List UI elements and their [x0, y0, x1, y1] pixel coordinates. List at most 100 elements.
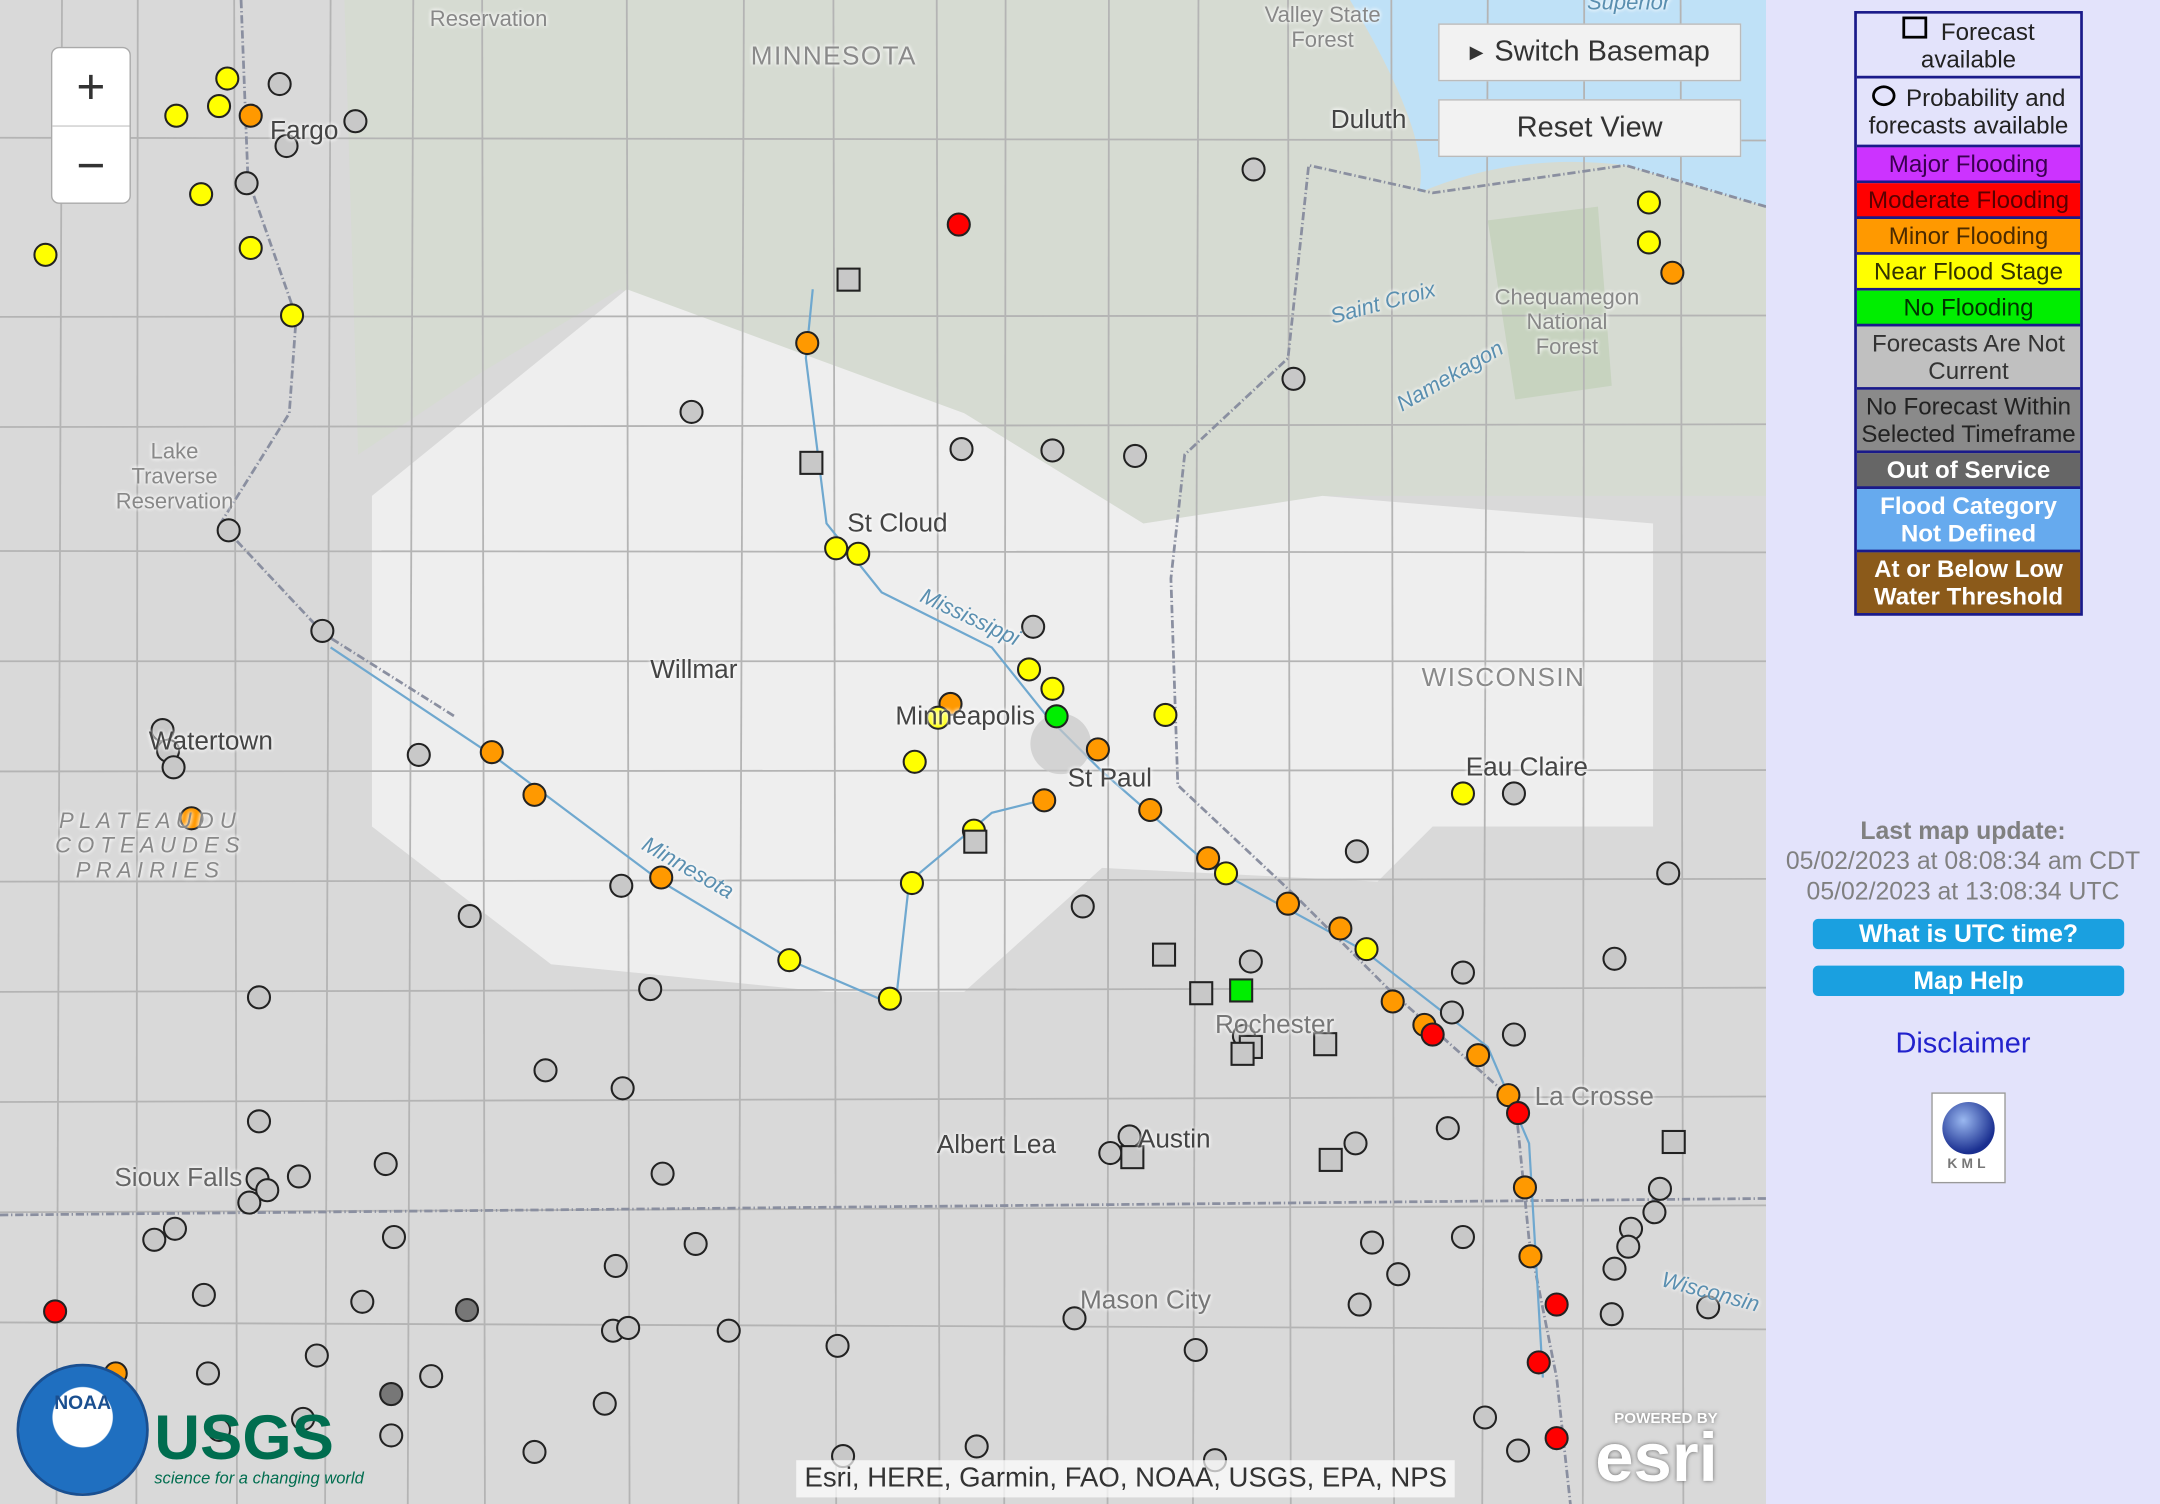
- gauge-marker-near-flood-stage[interactable]: [33, 242, 58, 267]
- gauge-marker-forecast-not-current[interactable]: [1151, 942, 1177, 967]
- gauge-marker-near-flood-stage[interactable]: [1040, 676, 1065, 701]
- gauge-marker-forecast-not-current[interactable]: [1343, 1131, 1368, 1156]
- gauge-marker-minor-flooding[interactable]: [1518, 1244, 1543, 1269]
- gauge-marker-minor-flooding[interactable]: [1138, 797, 1163, 823]
- gauge-marker-minor-flooding[interactable]: [1660, 260, 1685, 285]
- gauge-marker-forecast-not-current[interactable]: [237, 1190, 262, 1215]
- gauge-marker-forecast-not-current[interactable]: [286, 1164, 311, 1189]
- gauge-marker-forecast-not-current[interactable]: [1450, 960, 1476, 985]
- gauge-marker-no-forecast[interactable]: [379, 1382, 404, 1407]
- gauge-marker-forecast-not-current[interactable]: [1472, 1405, 1498, 1430]
- gauge-marker-forecast-not-current[interactable]: [533, 1058, 558, 1083]
- gauge-marker-near-flood-stage[interactable]: [1153, 702, 1178, 728]
- gauge-marker-no-flooding[interactable]: [1229, 978, 1254, 1003]
- gauge-marker-near-flood-stage[interactable]: [902, 749, 927, 774]
- gauge-marker-forecast-not-current[interactable]: [195, 1361, 221, 1386]
- gauge-marker-forecast-not-current[interactable]: [638, 977, 663, 1002]
- gauge-marker-no-forecast[interactable]: [454, 1297, 480, 1323]
- gauge-marker-forecast-not-current[interactable]: [836, 267, 861, 292]
- gauge-marker-near-flood-stage[interactable]: [238, 235, 263, 261]
- gauge-marker-forecast-not-current[interactable]: [650, 1161, 675, 1186]
- gauge-marker-minor-flooding[interactable]: [1380, 989, 1405, 1014]
- gauge-marker-minor-flooding[interactable]: [649, 865, 674, 890]
- map-canvas[interactable]: + − ▶ Switch Basemap Reset View MINNESOTA…: [0, 0, 1767, 1504]
- gauge-marker-forecast-not-current[interactable]: [1501, 781, 1526, 806]
- gauge-marker-forecast-not-current[interactable]: [1062, 1306, 1087, 1331]
- gauge-marker-forecast-not-current[interactable]: [964, 1434, 989, 1459]
- gauge-marker-forecast-not-current[interactable]: [683, 1231, 708, 1256]
- gauge-marker-forecast-not-current[interactable]: [291, 1406, 316, 1431]
- gauge-marker-forecast-not-current[interactable]: [1230, 1041, 1255, 1066]
- gauge-marker-forecast-not-current[interactable]: [162, 1216, 188, 1241]
- gauge-marker-minor-flooding[interactable]: [238, 103, 263, 128]
- gauge-marker-forecast-not-current[interactable]: [1318, 1147, 1343, 1172]
- gauge-marker-forecast-not-current[interactable]: [1347, 1292, 1372, 1317]
- gauge-marker-minor-flooding[interactable]: [479, 740, 504, 765]
- gauge-marker-forecast-not-current[interactable]: [206, 1417, 232, 1442]
- gauge-marker-forecast-not-current[interactable]: [1602, 1256, 1627, 1281]
- gauge-marker-forecast-not-current[interactable]: [191, 1282, 216, 1307]
- gauge-marker-minor-flooding[interactable]: [1328, 916, 1353, 941]
- gauge-marker-no-flooding[interactable]: [1044, 704, 1069, 729]
- gauge-marker-minor-flooding[interactable]: [1512, 1175, 1538, 1200]
- gauge-marker-minor-flooding[interactable]: [1275, 891, 1301, 916]
- gauge-marker-minor-flooding[interactable]: [795, 330, 820, 356]
- gauge-marker-forecast-not-current[interactable]: [825, 1333, 850, 1358]
- gauge-marker-minor-flooding[interactable]: [1466, 1043, 1491, 1068]
- utc-time-button[interactable]: What is UTC time?: [1812, 918, 2125, 950]
- gauge-marker-near-flood-stage[interactable]: [846, 541, 871, 566]
- gauge-marker-forecast-not-current[interactable]: [161, 755, 186, 780]
- gauge-marker-forecast-not-current[interactable]: [246, 985, 272, 1010]
- reset-view-button[interactable]: Reset View: [1438, 99, 1742, 158]
- gauge-marker-near-flood-stage[interactable]: [877, 986, 902, 1011]
- gauge-marker-forecast-not-current[interactable]: [1189, 981, 1214, 1006]
- gauge-marker-forecast-not-current[interactable]: [603, 1253, 628, 1279]
- gauge-marker-near-flood-stage[interactable]: [1354, 937, 1379, 962]
- gauge-marker-forecast-not-current[interactable]: [609, 873, 634, 898]
- gauge-marker-forecast-not-current[interactable]: [304, 1343, 329, 1368]
- gauge-marker-forecast-not-current[interactable]: [1120, 1145, 1145, 1170]
- gauge-marker-forecast-not-current[interactable]: [1439, 1000, 1464, 1025]
- gauge-marker-forecast-not-current[interactable]: [457, 904, 482, 929]
- gauge-marker-forecast-not-current[interactable]: [679, 399, 704, 424]
- gauge-marker-forecast-not-current[interactable]: [1616, 1234, 1641, 1259]
- gauge-marker-forecast-not-current[interactable]: [373, 1151, 398, 1177]
- gauge-marker-forecast-not-current[interactable]: [1602, 946, 1627, 971]
- gauge-marker-near-flood-stage[interactable]: [215, 66, 240, 91]
- gauge-marker-forecast-not-current[interactable]: [274, 133, 299, 159]
- gauge-marker-forecast-not-current[interactable]: [1661, 1129, 1686, 1155]
- gauge-marker-near-flood-stage[interactable]: [1636, 230, 1661, 255]
- gauge-marker-moderate-flooding[interactable]: [1526, 1350, 1551, 1375]
- gauge-marker-forecast-not-current[interactable]: [963, 829, 988, 854]
- gauge-marker-forecast-not-current[interactable]: [343, 109, 368, 134]
- gauge-marker-forecast-not-current[interactable]: [1021, 614, 1046, 639]
- gauge-marker-forecast-not-current[interactable]: [379, 1423, 404, 1448]
- gauge-marker-forecast-not-current[interactable]: [1238, 949, 1263, 974]
- gauge-marker-forecast-not-current[interactable]: [1450, 1224, 1476, 1250]
- gauge-marker-forecast-not-current[interactable]: [142, 1227, 167, 1252]
- gauge-marker-forecast-not-current[interactable]: [234, 171, 259, 196]
- gauge-marker-forecast-not-current[interactable]: [381, 1224, 407, 1250]
- gauge-marker-forecast-not-current[interactable]: [522, 1439, 547, 1464]
- gauge-marker-forecast-not-current[interactable]: [216, 518, 241, 543]
- gauge-marker-near-flood-stage[interactable]: [1450, 781, 1476, 806]
- zoom-out-button[interactable]: −: [76, 136, 106, 193]
- gauge-marker-forecast-not-current[interactable]: [1281, 366, 1306, 391]
- gauge-marker-forecast-not-current[interactable]: [1435, 1116, 1460, 1141]
- gauge-marker-forecast-not-current[interactable]: [716, 1318, 741, 1343]
- disclaimer-link[interactable]: Disclaimer: [1895, 1027, 2031, 1060]
- switch-basemap-button[interactable]: ▶ Switch Basemap: [1438, 23, 1742, 82]
- gauge-marker-forecast-not-current[interactable]: [310, 618, 335, 643]
- gauge-marker-forecast-not-current[interactable]: [1501, 1022, 1526, 1047]
- gauge-marker-forecast-not-current[interactable]: [610, 1076, 635, 1101]
- gauge-marker-forecast-not-current[interactable]: [949, 437, 974, 462]
- gauge-marker-forecast-not-current[interactable]: [1123, 443, 1148, 469]
- zoom-in-button[interactable]: +: [52, 48, 130, 127]
- gauge-marker-forecast-not-current[interactable]: [267, 71, 292, 97]
- gauge-marker-moderate-flooding[interactable]: [1506, 1101, 1531, 1126]
- gauge-marker-forecast-not-current[interactable]: [1647, 1176, 1673, 1201]
- gauge-marker-forecast-not-current[interactable]: [419, 1364, 444, 1389]
- gauge-marker-moderate-flooding[interactable]: [946, 212, 971, 237]
- map-help-button[interactable]: Map Help: [1812, 965, 2125, 996]
- gauge-marker-minor-flooding[interactable]: [522, 782, 547, 807]
